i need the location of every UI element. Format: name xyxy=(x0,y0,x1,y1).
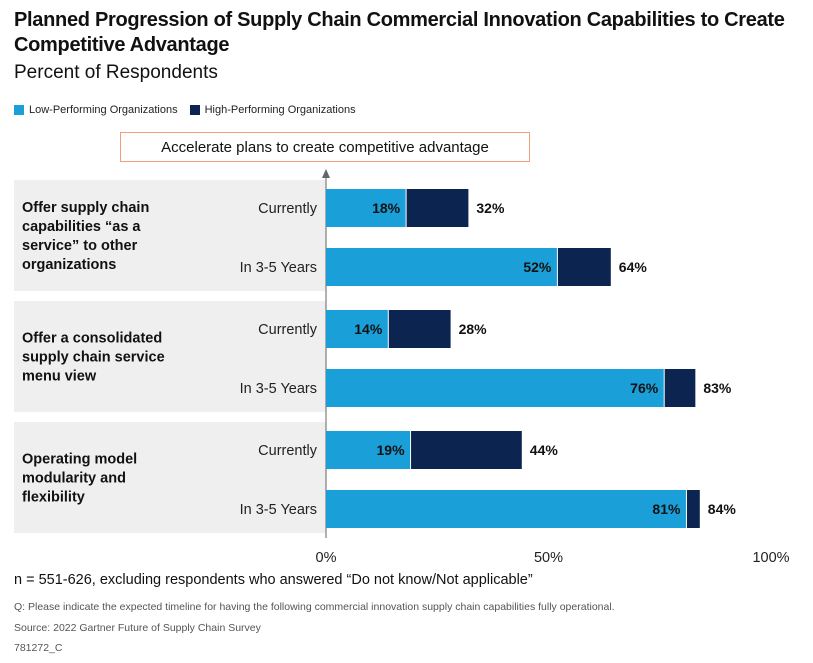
bar-low xyxy=(326,189,407,227)
row-label: Currently xyxy=(258,201,318,217)
data-label-low: 19% xyxy=(377,442,406,458)
sample-size-note: n = 551-626, excluding respondents who a… xyxy=(14,572,533,588)
chart-title: Planned Progression of Supply Chain Comm… xyxy=(14,9,785,56)
data-label-high: 64% xyxy=(619,259,648,275)
legend-item-low: Low-Performing Organizations xyxy=(14,104,178,116)
question-note: Q: Please indicate the expected timeline… xyxy=(14,601,615,613)
bar-low xyxy=(326,310,389,348)
x-tick-label: 100% xyxy=(752,550,789,566)
group-label: Operating model modularity and flexibility xyxy=(22,452,137,506)
data-label-high: 84% xyxy=(708,501,737,517)
bar-high xyxy=(406,189,469,227)
legend: Low-Performing Organizations High-Perfor… xyxy=(14,104,368,116)
bar-high xyxy=(388,310,451,348)
group-background xyxy=(14,180,326,291)
data-label-high: 32% xyxy=(476,200,505,216)
figure-id: 781272_C xyxy=(14,642,63,654)
row-label: In 3-5 Years xyxy=(240,381,317,397)
bar-high xyxy=(557,248,611,286)
legend-swatch-low xyxy=(14,105,24,115)
legend-label-low: Low-Performing Organizations xyxy=(29,104,178,116)
group-background xyxy=(14,422,326,533)
legend-item-high: High-Performing Organizations xyxy=(189,104,356,116)
bar-high xyxy=(664,369,696,407)
group-label: Offer supply chain capabilities “as a serv… xyxy=(22,200,149,273)
row-label: In 3-5 Years xyxy=(240,502,317,518)
data-label-low: 18% xyxy=(372,200,401,216)
legend-label-high: High-Performing Organizations xyxy=(204,104,356,116)
bar-low xyxy=(326,431,411,469)
x-tick-label: 50% xyxy=(534,550,563,566)
data-label-high: 44% xyxy=(530,442,559,458)
bar-high xyxy=(410,431,522,469)
group-label: Offer a consolidated supply chain service… xyxy=(22,331,165,385)
data-label-low: 14% xyxy=(354,321,383,337)
bar-high xyxy=(686,490,700,528)
chart-subtitle: Percent of Respondents xyxy=(14,62,218,83)
data-label-low: 76% xyxy=(630,380,659,396)
x-tick-label: 0% xyxy=(316,550,337,566)
row-label: Currently xyxy=(258,443,318,459)
data-label-high: 28% xyxy=(459,321,488,337)
callout-box: Accelerate plans to create competitive a… xyxy=(120,132,530,162)
data-label-high: 83% xyxy=(703,380,732,396)
axis-arrow-icon xyxy=(322,169,330,178)
data-label-low: 52% xyxy=(523,259,552,275)
bar-low xyxy=(326,369,665,407)
legend-swatch-high xyxy=(189,105,200,115)
bar-low xyxy=(326,248,558,286)
group-background xyxy=(14,301,326,412)
source-note: Source: 2022 Gartner Future of Supply Ch… xyxy=(14,622,261,634)
data-label-low: 81% xyxy=(652,501,681,517)
row-label: Currently xyxy=(258,322,318,338)
bar-low xyxy=(326,490,687,528)
row-label: In 3-5 Years xyxy=(240,260,317,276)
